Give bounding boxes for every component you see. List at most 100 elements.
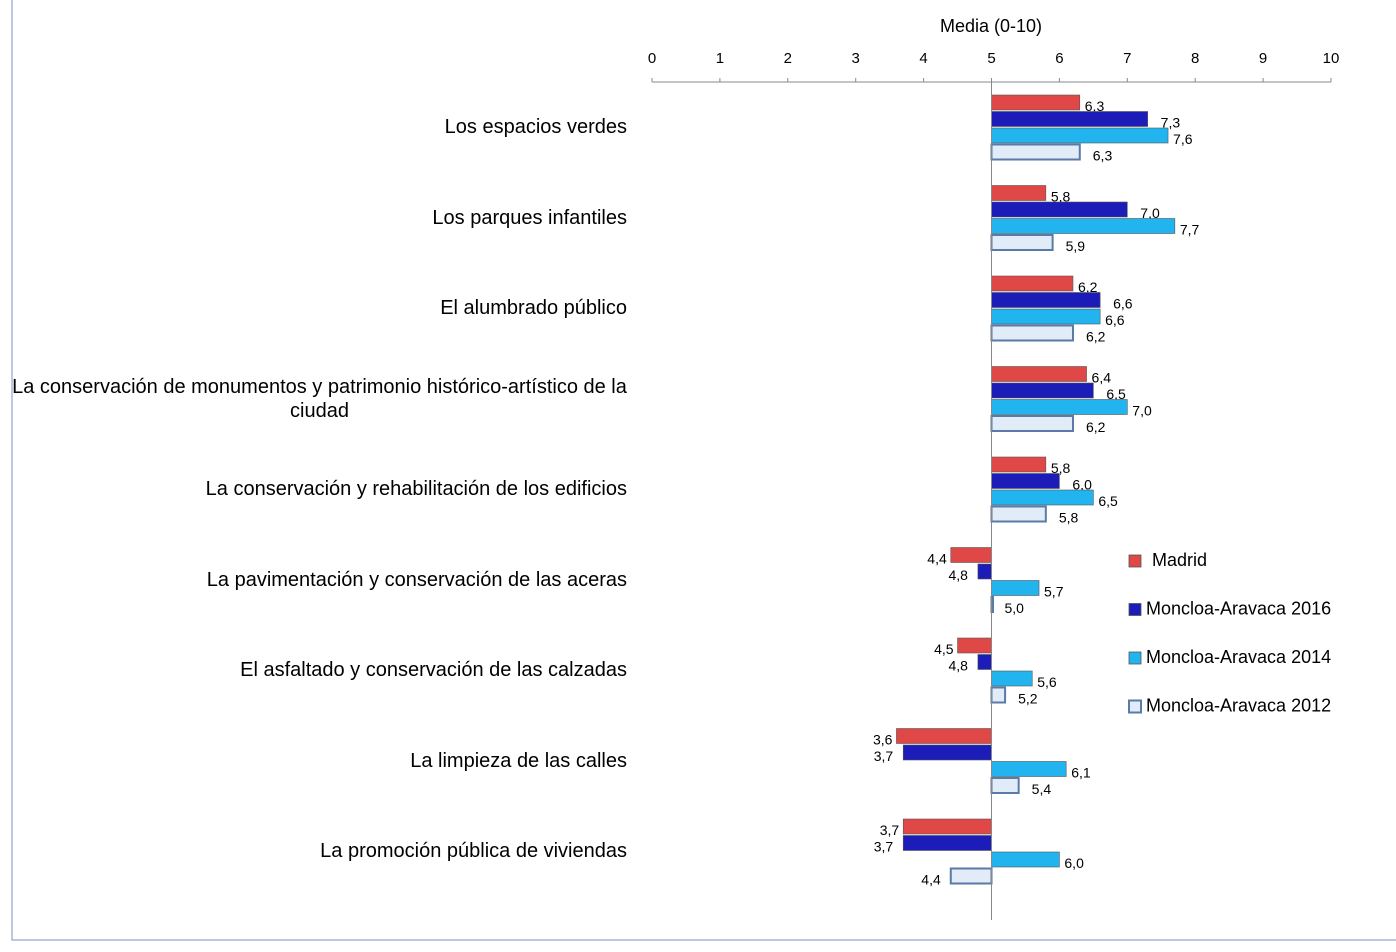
value-label: 7,7 xyxy=(1180,222,1200,238)
category-label: La promoción pública de viviendas xyxy=(12,839,627,863)
value-label: 7,0 xyxy=(1132,403,1152,419)
value-label: 6,3 xyxy=(1085,98,1105,114)
value-label: 3,7 xyxy=(874,748,894,764)
value-label: 5,0 xyxy=(1005,600,1025,616)
legend-label: Moncloa-Aravaca 2014 xyxy=(1146,647,1331,667)
bar xyxy=(902,818,992,835)
bar xyxy=(950,547,992,563)
bar xyxy=(902,835,992,851)
value-label: 4,5 xyxy=(934,641,954,657)
bar xyxy=(991,308,1101,325)
category-text: La pavimentación y conservación de las a… xyxy=(206,568,627,591)
legend-label: Moncloa-Aravaca 2012 xyxy=(1146,695,1331,715)
bar xyxy=(991,580,1040,596)
x-tick-label: 9 xyxy=(1259,50,1267,67)
bar xyxy=(991,275,1074,292)
x-tick-label: 0 xyxy=(648,50,656,67)
value-label: 5,4 xyxy=(1032,781,1052,797)
bar xyxy=(957,637,992,654)
bar xyxy=(991,366,1087,382)
value-label: 4,8 xyxy=(948,567,968,583)
value-label: 6,5 xyxy=(1106,386,1126,402)
value-label: 6,1 xyxy=(1071,765,1091,781)
legend-swatch xyxy=(1128,651,1142,665)
bar xyxy=(991,399,1128,415)
value-label: 4,4 xyxy=(927,551,947,567)
bar xyxy=(991,851,1060,868)
category-text: La promoción pública de viviendas xyxy=(320,840,627,862)
value-label: 6,2 xyxy=(1078,279,1098,295)
frame xyxy=(11,0,1396,941)
bar xyxy=(991,127,1169,144)
category-text: Los espacios verdes xyxy=(444,116,627,138)
x-tick-label: 6 xyxy=(1055,50,1063,67)
value-label: 6,2 xyxy=(1086,329,1106,345)
legend-swatch xyxy=(1128,603,1142,616)
bar xyxy=(991,201,1128,218)
bar xyxy=(990,324,1074,342)
value-label: 5,8 xyxy=(1059,510,1079,526)
category-text: La conservación de monumentos y patrimon… xyxy=(12,375,627,422)
category-label: Los parques infantiles xyxy=(12,206,627,230)
bar xyxy=(977,563,992,580)
value-label: 6,5 xyxy=(1098,493,1118,509)
bar xyxy=(991,761,1067,777)
bar xyxy=(990,415,1074,432)
category-label: La conservación y rehabilitación de los … xyxy=(12,477,627,501)
value-label: 6,6 xyxy=(1105,312,1125,328)
legend-swatch xyxy=(1128,554,1142,568)
bar xyxy=(896,728,992,744)
x-tick-label: 5 xyxy=(987,50,995,67)
x-tick-label: 3 xyxy=(852,50,860,67)
value-label: 5,7 xyxy=(1044,584,1064,600)
category-label: La conservación de monumentos y patrimon… xyxy=(12,375,627,423)
value-label: 4,8 xyxy=(948,658,968,674)
bar xyxy=(991,185,1047,201)
value-label: 5,6 xyxy=(1037,674,1057,690)
value-label: 7,3 xyxy=(1161,115,1181,131)
bar xyxy=(990,505,1047,523)
bar xyxy=(977,654,992,670)
bar xyxy=(991,456,1047,473)
category-label: El alumbrado público xyxy=(12,296,627,320)
legend-swatch xyxy=(1128,699,1142,714)
bar xyxy=(991,111,1148,127)
value-label: 4,4 xyxy=(921,872,941,888)
value-label: 6,3 xyxy=(1093,148,1113,164)
value-label: 5,2 xyxy=(1018,691,1038,707)
value-label: 6,2 xyxy=(1086,419,1106,435)
bar xyxy=(991,670,1033,687)
value-label: 3,6 xyxy=(873,732,893,748)
value-label: 3,7 xyxy=(874,839,894,855)
legend-label: Moncloa-Aravaca 2016 xyxy=(1146,598,1331,618)
category-text: La conservación y rehabilitación de los … xyxy=(205,478,627,500)
legend-label: Madrid xyxy=(1152,550,1207,570)
x-tick-label: 10 xyxy=(1323,50,1340,67)
x-tick-label: 1 xyxy=(716,50,724,67)
category-label: El asfaltado y conservación de las calza… xyxy=(12,658,627,682)
value-label: 5,9 xyxy=(1066,238,1086,254)
value-label: 6,4 xyxy=(1092,370,1112,386)
bar xyxy=(990,777,1020,794)
bar xyxy=(949,867,993,885)
category-text: El asfaltado y conservación de las calza… xyxy=(240,659,627,681)
category-label: La pavimentación y conservación de las a… xyxy=(12,568,627,592)
x-tick-label: 7 xyxy=(1123,50,1131,67)
bar xyxy=(990,686,1007,704)
value-label: 6,6 xyxy=(1113,296,1133,312)
value-label: 6,0 xyxy=(1064,855,1084,871)
category-text: La limpieza de las calles xyxy=(410,749,627,772)
bar xyxy=(990,143,1081,161)
value-label: 3,7 xyxy=(880,822,900,838)
category-label: Los espacios verdes xyxy=(12,115,627,139)
x-tick-label: 4 xyxy=(919,50,927,67)
category-text: Los parques infantiles xyxy=(432,206,627,229)
bar xyxy=(991,489,1094,506)
bar xyxy=(991,94,1081,111)
bar xyxy=(991,292,1101,308)
value-label: 5,8 xyxy=(1051,460,1071,476)
category-text: El alumbrado público xyxy=(440,297,627,319)
category-label: La limpieza de las calles xyxy=(12,749,627,773)
